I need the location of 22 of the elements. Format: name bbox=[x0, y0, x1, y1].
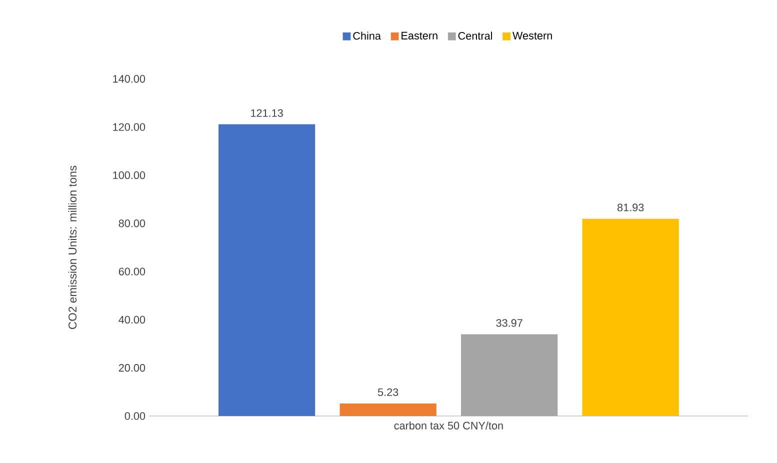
y-tick-label: 0.00 bbox=[124, 412, 146, 420]
x-tick-label: carbon tax 50 CNY/ton bbox=[394, 421, 503, 430]
y-tick-label: 60.00 bbox=[118, 268, 146, 276]
y-tick-label: 140.00 bbox=[113, 74, 146, 83]
y-tick-label: 20.00 bbox=[118, 364, 146, 372]
legend-label: Central bbox=[458, 32, 492, 40]
legend-label: Western bbox=[512, 32, 552, 40]
y-tick-label: 40.00 bbox=[118, 316, 146, 324]
y-tick-label: 120.00 bbox=[113, 123, 146, 131]
legend-label: Eastern bbox=[402, 32, 438, 40]
data-label: 121.13 bbox=[251, 109, 283, 117]
legend-label: China bbox=[353, 32, 381, 40]
y-tick-label: 100.00 bbox=[113, 171, 146, 179]
bar bbox=[340, 403, 436, 416]
y-axis-title: CO2 emission Units: million tons bbox=[68, 166, 77, 329]
data-label: 33.97 bbox=[496, 318, 522, 327]
data-label: 5.23 bbox=[378, 388, 398, 396]
data-label: 81.93 bbox=[617, 203, 644, 212]
bar bbox=[461, 334, 558, 416]
bar bbox=[218, 124, 316, 416]
bar bbox=[582, 218, 679, 416]
y-tick-label: 80.00 bbox=[118, 219, 146, 228]
